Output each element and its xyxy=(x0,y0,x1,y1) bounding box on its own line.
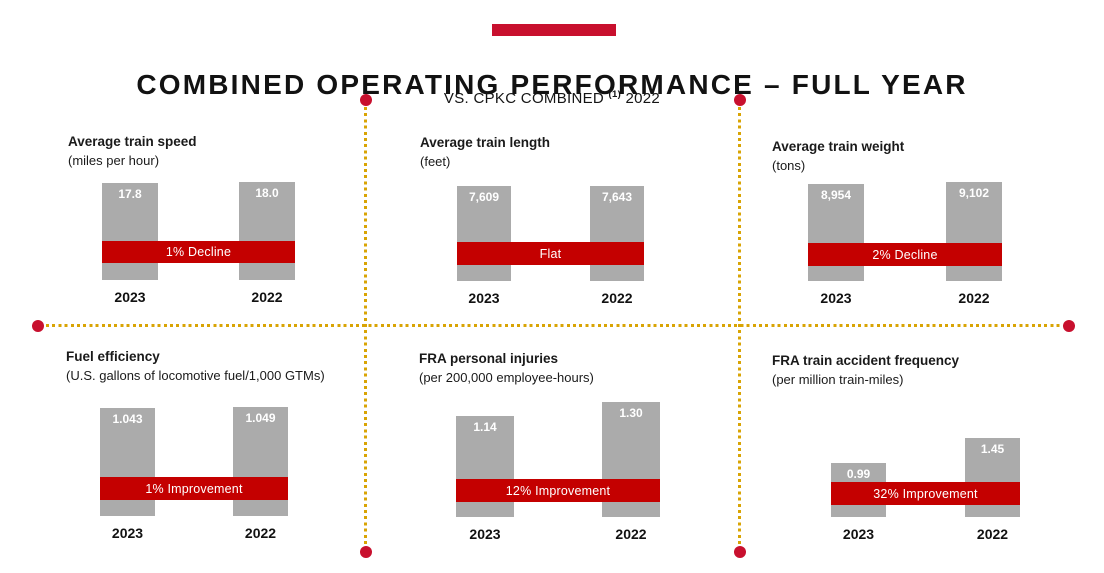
change-band-label: 2% Decline xyxy=(872,247,938,262)
year-label-2022: 2022 xyxy=(976,526,1009,542)
bar-value-label: 1.30 xyxy=(619,406,643,420)
year-label-2023: 2023 xyxy=(111,525,144,541)
chart-plot: 1.043 1.049 1% Improvement 2023 2022 xyxy=(100,376,288,541)
bar-value-label: 1.45 xyxy=(980,442,1005,456)
year-label-2023: 2023 xyxy=(842,526,875,542)
divider-dot-left-edge xyxy=(32,320,44,332)
slide-title: COMBINED OPERATING PERFORMANCE – FULL YE… xyxy=(136,68,968,100)
chart-plot: 7,609 7,643 Flat 2023 2022 xyxy=(457,141,644,306)
change-band-label: Flat xyxy=(539,246,562,261)
chart-plot: 17.8 18.0 1% Decline 2023 2022 xyxy=(102,140,295,305)
chart-plot: 0.99 1.45 32% Improvement 2023 2022 xyxy=(831,377,1020,542)
bar-2022: 18.0 xyxy=(239,182,295,280)
bar-2023: 7,609 xyxy=(457,186,511,281)
chart-header: FRA personal injuries (per 200,000 emplo… xyxy=(419,350,719,387)
change-band: Flat xyxy=(457,242,644,265)
top-accent-bar xyxy=(492,24,616,36)
change-band-label: 32% Improvement xyxy=(873,486,978,501)
change-band-label: 1% Improvement xyxy=(145,481,243,496)
chart-unit: (tons) xyxy=(772,158,806,174)
bar-value-label: 9,102 xyxy=(958,186,990,200)
dotted-divider-horizontal xyxy=(46,324,1062,327)
subtitle-prefix: VS. CPKC COMBINED xyxy=(443,90,605,107)
chart-header: Average train length (feet) xyxy=(420,134,720,171)
divider-dot-right-edge xyxy=(1063,320,1075,332)
divider-dot-bottom-left xyxy=(360,546,372,558)
dotted-divider-vertical-left xyxy=(364,107,367,547)
dotted-divider-vertical-right xyxy=(738,107,741,547)
year-label-2023: 2023 xyxy=(114,289,146,305)
chart-title: FRA personal injuries xyxy=(419,351,559,366)
year-label-2022: 2022 xyxy=(615,526,647,542)
bar-2023: 8,954 xyxy=(808,184,864,281)
bar-2023: 0.99 xyxy=(831,463,886,517)
bar-2022: 9,102 xyxy=(946,182,1002,281)
bar-2022: 1.30 xyxy=(602,402,660,517)
change-band-label: 1% Decline xyxy=(165,245,232,259)
divider-dot-top-right xyxy=(734,94,746,106)
bar-value-label: 7,643 xyxy=(601,190,633,204)
bar-value-label: 18.0 xyxy=(255,186,279,200)
year-label-2022: 2022 xyxy=(601,290,633,306)
bar-value-label: 1.043 xyxy=(112,412,143,426)
bar-2023: 1.043 xyxy=(100,408,155,516)
chart-unit: (per 200,000 employee-hours) xyxy=(419,370,594,386)
year-label-2023: 2023 xyxy=(820,290,852,306)
chart-title: Average train weight xyxy=(772,139,905,154)
chart-plot: 1.14 1.30 12% Improvement 2023 2022 xyxy=(456,377,660,542)
chart-unit: (U.S. gallons of locomotive fuel/1,000 G… xyxy=(66,368,325,384)
chart-plot: 8,954 9,102 2% Decline 2023 2022 xyxy=(808,141,1002,306)
bar-value-label: 17.8 xyxy=(118,187,142,201)
subtitle-suffix: 2022 xyxy=(625,90,661,107)
chart-header: Fuel efficiency (U.S. gallons of locomot… xyxy=(66,348,328,385)
chart-header: Average train weight (tons) xyxy=(772,138,1072,175)
chart-unit: (miles per hour) xyxy=(68,153,160,169)
bar-2022: 1.45 xyxy=(965,438,1020,517)
year-label-2022: 2022 xyxy=(244,525,277,541)
divider-dot-bottom-right xyxy=(734,546,746,558)
chart-title: Average train speed xyxy=(68,134,197,149)
year-label-2023: 2023 xyxy=(468,290,500,306)
bar-2023: 17.8 xyxy=(102,183,158,280)
bar-2022: 7,643 xyxy=(590,186,644,281)
chart-unit: (feet) xyxy=(420,154,451,170)
footnote-marker: (1) xyxy=(608,89,622,100)
bar-2022: 1.049 xyxy=(233,407,288,516)
bar-value-label: 8,954 xyxy=(820,188,852,202)
change-band: 1% Decline xyxy=(102,241,295,263)
change-band: 12% Improvement xyxy=(456,479,660,502)
chart-title: Fuel efficiency xyxy=(66,349,160,364)
bar-value-label: 7,609 xyxy=(468,190,500,204)
year-label-2023: 2023 xyxy=(469,526,501,542)
year-label-2022: 2022 xyxy=(251,289,283,305)
bar-value-label: 1.049 xyxy=(245,411,276,425)
bar-value-label: 1.14 xyxy=(473,420,497,434)
change-band: 32% Improvement xyxy=(831,482,1020,505)
bar-value-label: 0.99 xyxy=(846,467,871,481)
change-band-label: 12% Improvement xyxy=(505,483,611,498)
chart-title: FRA train accident frequency xyxy=(772,353,960,368)
change-band: 1% Improvement xyxy=(100,477,288,500)
year-label-2022: 2022 xyxy=(958,290,990,306)
slide-subtitle: VS. CPKC COMBINED (1) 2022 xyxy=(0,89,1104,107)
change-band: 2% Decline xyxy=(808,243,1002,266)
bar-2023: 1.14 xyxy=(456,416,514,517)
chart-unit: (per million train-miles) xyxy=(772,372,904,388)
chart-header: FRA train accident frequency (per millio… xyxy=(772,352,1072,389)
chart-header: Average train speed (miles per hour) xyxy=(68,133,368,170)
chart-title: Average train length xyxy=(420,135,551,150)
divider-dot-top-left xyxy=(360,94,372,106)
